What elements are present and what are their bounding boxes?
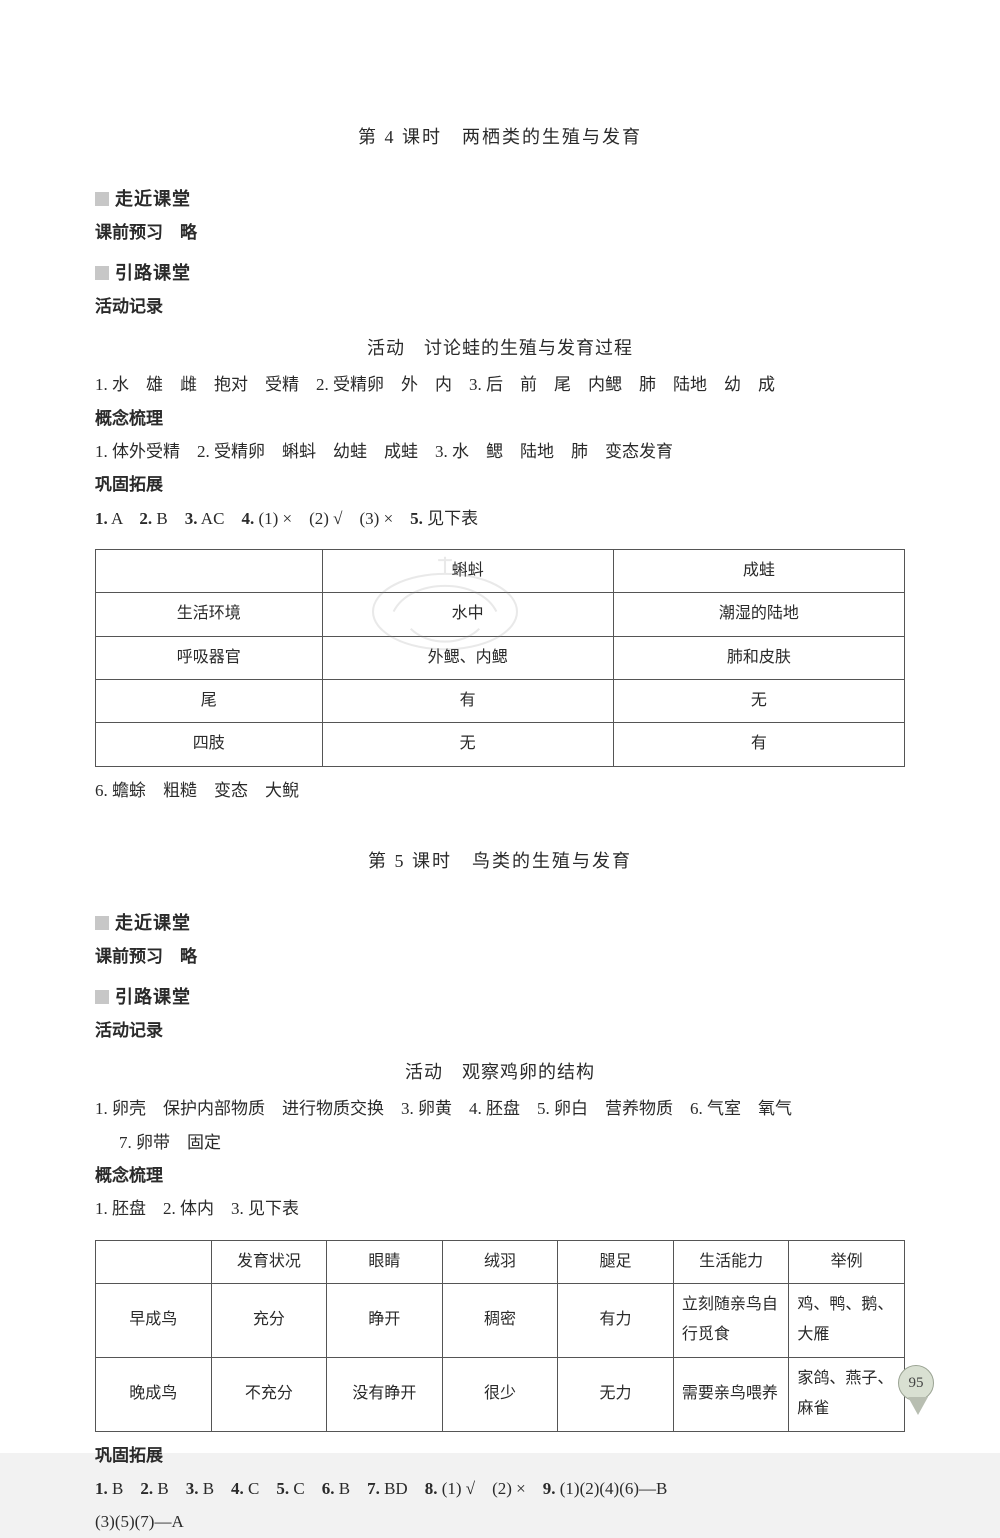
table-cell: 没有睁开: [327, 1357, 443, 1431]
lesson4-table: 蝌蚪成蛙 生活环境水中潮湿的陆地呼吸器官外鳃、内鳃肺和皮肤尾有无四肢无有: [95, 549, 905, 767]
lesson4-after-table: 6. 蟾蜍 粗糙 变态 大鲵: [95, 775, 905, 807]
section-guide-header: 引路课堂: [95, 256, 905, 290]
lesson5-title: 第 5 课时 鸟类的生殖与发育: [95, 844, 905, 878]
square-icon: [95, 916, 109, 930]
table-cell: 尾: [96, 680, 323, 723]
lesson4-title: 第 4 课时 两栖类的生殖与发育: [95, 120, 905, 154]
table-cell: 外鳃、内鳃: [322, 636, 613, 679]
table-cell: 睁开: [327, 1284, 443, 1358]
pre-study-line-5: 课前预习 略: [95, 941, 905, 973]
table-cell: 无: [613, 680, 904, 723]
table-cell: 需要亲鸟喂养: [673, 1357, 789, 1431]
square-icon: [95, 266, 109, 280]
table-cell: 有力: [558, 1284, 674, 1358]
section-walk-text-5: 走近课堂: [115, 906, 191, 940]
consolidate-header-5: 巩固拓展: [95, 1440, 905, 1472]
table-row: 早成鸟充分睁开稠密有力立刻随亲鸟自行觅食鸡、鸭、鹅、大雁: [96, 1284, 905, 1358]
lesson5-answers-1: 1. 卵壳 保护内部物质 进行物质交换 3. 卵黄 4. 胚盘 5. 卵白 营养…: [95, 1093, 905, 1125]
activity-record-label: 活动记录: [95, 291, 905, 323]
table-header-cell: [96, 549, 323, 592]
section-guide-header-5: 引路课堂: [95, 980, 905, 1014]
consolidate-header: 巩固拓展: [95, 469, 905, 501]
table-cell: 鸡、鸭、鹅、大雁: [789, 1284, 905, 1358]
section-walk-header: 走近课堂: [95, 182, 905, 216]
table1-wrap: 蝌蚪成蛙 生活环境水中潮湿的陆地呼吸器官外鳃、内鳃肺和皮肤尾有无四肢无有: [95, 549, 905, 767]
table-header-cell: 成蛙: [613, 549, 904, 592]
table-cell: 早成鸟: [96, 1284, 212, 1358]
section-guide-text-5: 引路课堂: [115, 980, 191, 1014]
section-guide-text: 引路课堂: [115, 256, 191, 290]
table-cell: 家鸽、燕子、麻雀: [789, 1357, 905, 1431]
table-cell: 稠密: [442, 1284, 558, 1358]
table-header-cell: 生活能力: [673, 1240, 789, 1283]
consolidate-answers-5a: 1. B 2. B 3. B 4. C 5. C 6. B 7. BD 8. (…: [95, 1473, 905, 1505]
table-header-cell: 蝌蚪: [322, 549, 613, 592]
consolidate-answers-5b: (3)(5)(7)—A: [95, 1506, 905, 1538]
ribbon-icon: [908, 1397, 928, 1415]
concept-answers-5: 1. 胚盘 2. 体内 3. 见下表: [95, 1193, 905, 1225]
consolidate-answers: 1. A 2. B 3. AC 4. (1) × (2) √ (3) × 5. …: [95, 503, 905, 535]
page: 第 4 课时 两栖类的生殖与发育 走近课堂 课前预习 略 引路课堂 活动记录 活…: [0, 0, 1000, 1453]
table-header-cell: 举例: [789, 1240, 905, 1283]
table-cell: 立刻随亲鸟自行觅食: [673, 1284, 789, 1358]
table-cell: 生活环境: [96, 593, 323, 636]
table-header-cell: 腿足: [558, 1240, 674, 1283]
table-cell: 充分: [211, 1284, 327, 1358]
table-cell: 呼吸器官: [96, 636, 323, 679]
section-walk-header-5: 走近课堂: [95, 906, 905, 940]
page-number-badge: 95: [892, 1365, 940, 1413]
concept-header: 概念梳理: [95, 403, 905, 435]
table-cell: 无力: [558, 1357, 674, 1431]
table-cell: 潮湿的陆地: [613, 593, 904, 636]
lesson5-table: 发育状况眼睛绒羽腿足生活能力举例 早成鸟充分睁开稠密有力立刻随亲鸟自行觅食鸡、鸭…: [95, 1240, 905, 1432]
table-cell: 很少: [442, 1357, 558, 1431]
ans-num: 1.: [95, 509, 108, 528]
square-icon: [95, 192, 109, 206]
table-cell: 水中: [322, 593, 613, 636]
table-cell: 无: [322, 723, 613, 766]
section-walk-text: 走近课堂: [115, 182, 191, 216]
square-icon: [95, 990, 109, 1004]
table-header-cell: [96, 1240, 212, 1283]
page-number: 95: [898, 1365, 934, 1401]
concept-header-5: 概念梳理: [95, 1160, 905, 1192]
table-header-cell: 眼睛: [327, 1240, 443, 1283]
activity-record-label-5: 活动记录: [95, 1015, 905, 1047]
table-cell: 晚成鸟: [96, 1357, 212, 1431]
pre-study-line: 课前预习 略: [95, 217, 905, 249]
table-row: 呼吸器官外鳃、内鳃肺和皮肤: [96, 636, 905, 679]
activity-title: 活动 讨论蛙的生殖与发育过程: [95, 331, 905, 365]
table-row: 尾有无: [96, 680, 905, 723]
table-cell: 不充分: [211, 1357, 327, 1431]
lesson5-answers-1b: 7. 卵带 固定: [95, 1127, 905, 1159]
table-row: 晚成鸟不充分没有睁开很少无力需要亲鸟喂养家鸽、燕子、麻雀: [96, 1357, 905, 1431]
concept-answers: 1. 体外受精 2. 受精卵 蝌蚪 幼蛙 成蛙 3. 水 鳃 陆地 肺 变态发育: [95, 436, 905, 468]
table-row: 生活环境水中潮湿的陆地: [96, 593, 905, 636]
table-row: 四肢无有: [96, 723, 905, 766]
lesson4-answers-1: 1. 水 雄 雌 抱对 受精 2. 受精卵 外 内 3. 后 前 尾 内鳃 肺 …: [95, 369, 905, 401]
table-cell: 有: [613, 723, 904, 766]
activity-title-5: 活动 观察鸡卵的结构: [95, 1055, 905, 1089]
table-header-cell: 绒羽: [442, 1240, 558, 1283]
table-cell: 肺和皮肤: [613, 636, 904, 679]
table-cell: 四肢: [96, 723, 323, 766]
table-cell: 有: [322, 680, 613, 723]
table-header-cell: 发育状况: [211, 1240, 327, 1283]
